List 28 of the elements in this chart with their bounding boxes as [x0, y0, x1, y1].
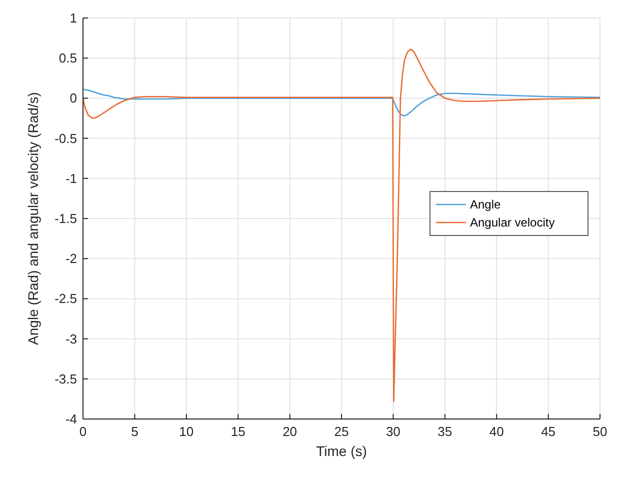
y-tick-label: -2.5: [54, 291, 77, 306]
x-tick-label: 15: [230, 424, 246, 439]
y-tick-label: 0.5: [58, 50, 77, 66]
y-tick-label: -4: [65, 412, 77, 426]
y-tick-label: -2: [65, 251, 77, 266]
y-axis-title: Angle (Rad) and angular velocity (Rad/s): [25, 92, 41, 345]
x-tick-label: 10: [179, 424, 194, 439]
y-tick-label: -1: [65, 170, 77, 186]
y-tick-label: 0: [70, 90, 77, 106]
x-axis-title: Time (s): [316, 443, 367, 459]
y-tick-label: -0.5: [54, 130, 77, 146]
x-tick-label: 5: [131, 424, 138, 439]
x-tick-label: 50: [592, 424, 608, 439]
y-tick-label: -3: [65, 331, 77, 346]
x-tick-label: 0: [79, 424, 87, 439]
x-tick-label: 45: [541, 424, 556, 439]
line-series: [83, 48, 600, 402]
y-tick-label: 1: [70, 10, 77, 26]
x-tick-label: 25: [334, 424, 349, 439]
y-tick-label: -1.5: [54, 211, 77, 226]
x-tick-label: 20: [282, 424, 298, 439]
legend-label: Angular velocity: [470, 216, 555, 230]
x-tick-label: 30: [386, 424, 400, 439]
x-tick-label: 40: [489, 424, 504, 439]
x-tick-label: 35: [438, 424, 452, 439]
legend-label: Angle: [470, 198, 502, 212]
line-series: [83, 88, 600, 116]
y-tick-label: -3.5: [54, 371, 77, 386]
